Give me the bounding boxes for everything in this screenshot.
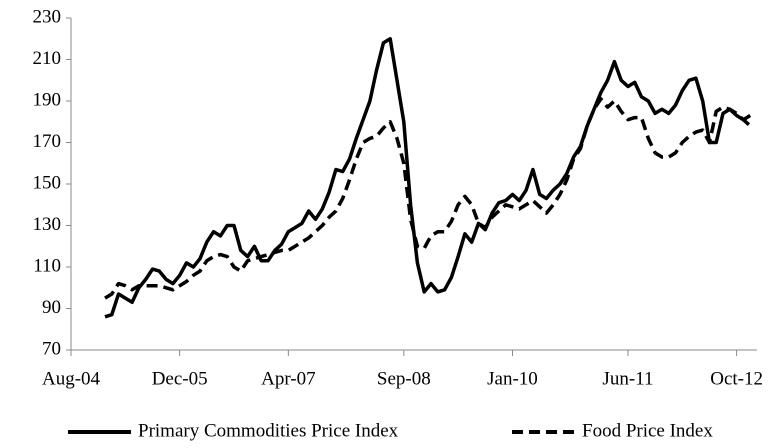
legend-label: Food Price Index: [582, 420, 713, 441]
x-tick-label: Apr-07: [261, 368, 316, 389]
y-tick-label: 110: [33, 255, 61, 276]
y-tick-label: 130: [33, 214, 62, 235]
x-tick-label: Oct-12: [710, 368, 763, 389]
x-tick-label: Jun-11: [602, 368, 653, 389]
y-tick-label: 170: [33, 131, 62, 152]
x-tick-label: Jan-10: [487, 368, 538, 389]
y-tick-label: 70: [42, 338, 61, 359]
legend-label: Primary Commodities Price Index: [138, 420, 399, 441]
y-tick-label: 230: [33, 6, 62, 27]
x-tick-label: Dec-05: [152, 368, 208, 389]
y-tick-label: 150: [33, 172, 62, 193]
series-line: [104, 37, 752, 319]
series-line: [104, 97, 752, 300]
x-tick-label: Sep-08: [377, 368, 431, 389]
y-tick-label: 190: [33, 89, 62, 110]
x-tick-label: Aug-04: [42, 368, 101, 389]
y-tick-label: 210: [33, 48, 62, 69]
y-tick-label: 90: [42, 297, 61, 318]
